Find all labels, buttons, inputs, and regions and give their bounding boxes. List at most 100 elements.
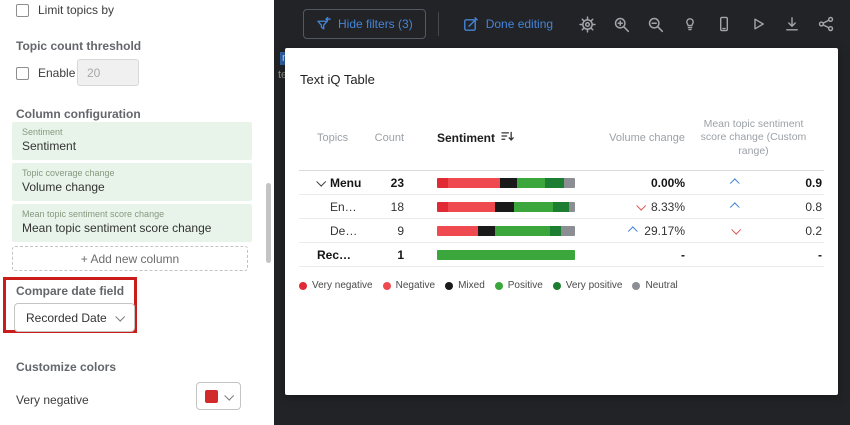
mobile-icon[interactable] <box>715 16 732 33</box>
add-new-column-button[interactable]: + Add new column <box>12 246 248 271</box>
mean-change-value: 0.8 <box>805 199 822 214</box>
sentiment-segment <box>569 201 575 212</box>
edit-icon <box>463 16 479 32</box>
filter-icon <box>316 16 331 32</box>
topic-label: De… <box>330 223 358 238</box>
enable-checkbox[interactable] <box>16 66 29 80</box>
volume-change-value: 29.17% <box>644 223 685 238</box>
column-value: Sentiment <box>22 139 77 153</box>
column-config-card[interactable]: Mean topic sentiment score change Mean to… <box>12 204 252 242</box>
column-config-card[interactable]: Topic coverage change Volume change <box>12 163 252 201</box>
chevron-up-icon <box>729 202 740 213</box>
gear-icon[interactable] <box>579 15 596 33</box>
column-type-label: Topic coverage change <box>22 168 115 178</box>
color-swatch-dropdown[interactable] <box>196 382 241 410</box>
table-row[interactable]: En… 18 8.33% 0.8 <box>299 195 824 219</box>
sentiment-bar-cell <box>404 249 575 260</box>
topic-label: Rec… <box>317 247 352 262</box>
zoom-in-icon[interactable] <box>613 16 630 33</box>
sentiment-segment <box>448 177 501 188</box>
limit-topics-checkbox[interactable] <box>16 3 29 17</box>
volume-change-cell: - <box>575 248 685 262</box>
lightbulb-icon[interactable] <box>681 16 698 33</box>
column-configuration-heading: Column configuration <box>16 107 141 121</box>
enable-threshold-row: Enable <box>16 66 75 80</box>
sentiment-segment <box>517 177 545 188</box>
table-row[interactable]: Menu 23 0.00% 0.9 <box>299 171 824 195</box>
sentiment-segment <box>494 201 515 212</box>
legend-label: Neutral <box>645 280 678 291</box>
table-row[interactable]: Rec… 1 - - <box>299 243 824 267</box>
header-topics: Topics <box>317 132 349 144</box>
mean-change-arrow-cell <box>685 178 785 189</box>
play-icon[interactable] <box>749 16 766 33</box>
compare-date-field-heading: Compare date field <box>16 284 125 298</box>
very-negative-color-row: Very negative <box>16 382 252 410</box>
topic-cell: Menu <box>299 176 365 190</box>
toolbar-icon-group <box>579 15 834 33</box>
done-editing-label: Done editing <box>485 17 554 31</box>
download-icon[interactable] <box>783 16 800 33</box>
legend-dot-icon <box>445 281 454 290</box>
sort-descending-icon[interactable] <box>501 131 514 145</box>
threshold-input[interactable] <box>77 59 139 86</box>
limit-topics-row: Limit topics by <box>16 3 114 17</box>
share-icon[interactable] <box>817 16 834 33</box>
enable-label: Enable <box>38 66 76 80</box>
topic-label: Menu <box>330 175 362 190</box>
customize-colors-heading: Customize colors <box>16 360 117 374</box>
column-config-card[interactable]: Sentiment Sentiment <box>12 122 252 160</box>
sentiment-segment <box>544 177 564 188</box>
very-negative-label: Very negative <box>16 392 89 407</box>
sentiment-segment <box>437 201 449 212</box>
header-sentiment[interactable]: Sentiment <box>437 131 575 145</box>
hide-filters-button[interactable]: Hide filters (3) <box>303 9 426 39</box>
sentiment-segment <box>561 225 575 236</box>
chevron-up-icon <box>729 178 740 189</box>
sentiment-segment <box>550 225 562 236</box>
legend-label: Very negative <box>312 280 373 291</box>
topics-table: Topics Count Sentiment Volume change Mea… <box>299 106 824 291</box>
mean-change-value: 0.2 <box>805 223 822 238</box>
legend-item: Very positive <box>552 280 623 291</box>
mean-change-arrow-cell <box>685 202 785 213</box>
legend-label: Mixed <box>458 280 485 291</box>
zoom-out-icon[interactable] <box>647 16 664 33</box>
count-cell: 1 <box>397 247 404 262</box>
compare-date-value: Recorded Date <box>26 310 107 325</box>
sentiment-segment <box>514 201 553 212</box>
sentiment-segment <box>552 201 570 212</box>
mean-change-value: - <box>818 247 822 262</box>
count-cell: 18 <box>390 199 404 214</box>
table-header-row: Topics Count Sentiment Volume change Mea… <box>299 106 824 171</box>
table-body: Menu 23 0.00% 0.9 En… 18 8.33% 0.8 De… 9 29.17% 0.2… <box>299 171 824 267</box>
hide-filters-label: Hide filters (3) <box>338 17 413 31</box>
modal-title: Text iQ Table <box>300 72 375 87</box>
topic-cell: De… <box>299 224 365 238</box>
dashboard-overlay: n te Hide filters (3) Done editing Text … <box>274 0 850 425</box>
background-fragment: te <box>278 69 288 81</box>
toolbar-divider <box>437 12 439 36</box>
sentiment-segment <box>437 249 575 260</box>
topic-cell: Rec… <box>299 248 365 262</box>
settings-sidebar: Limit topics by Topic count threshold En… <box>0 0 274 425</box>
table-row[interactable]: De… 9 29.17% 0.2 <box>299 219 824 243</box>
chevron-down-icon <box>636 200 647 211</box>
sentiment-bar-cell <box>404 201 575 212</box>
chevron-down-icon <box>730 224 741 235</box>
sidebar-scrollbar[interactable] <box>266 183 271 263</box>
header-count: Count <box>374 132 404 144</box>
color-swatch-icon <box>205 389 218 403</box>
sentiment-segment <box>437 177 449 188</box>
legend-item: Positive <box>494 280 543 291</box>
legend-label: Very positive <box>565 280 623 291</box>
column-value: Volume change <box>22 180 105 194</box>
chevron-down-icon <box>114 311 125 322</box>
done-editing-button[interactable]: Done editing <box>451 9 565 39</box>
sentiment-segment <box>448 201 495 212</box>
topic-cell: En… <box>299 200 365 214</box>
legend-label: Positive <box>507 280 543 291</box>
compare-date-dropdown[interactable]: Recorded Date <box>14 303 135 332</box>
legend-item: Negative <box>382 280 435 291</box>
volume-change-value: - <box>681 247 685 262</box>
